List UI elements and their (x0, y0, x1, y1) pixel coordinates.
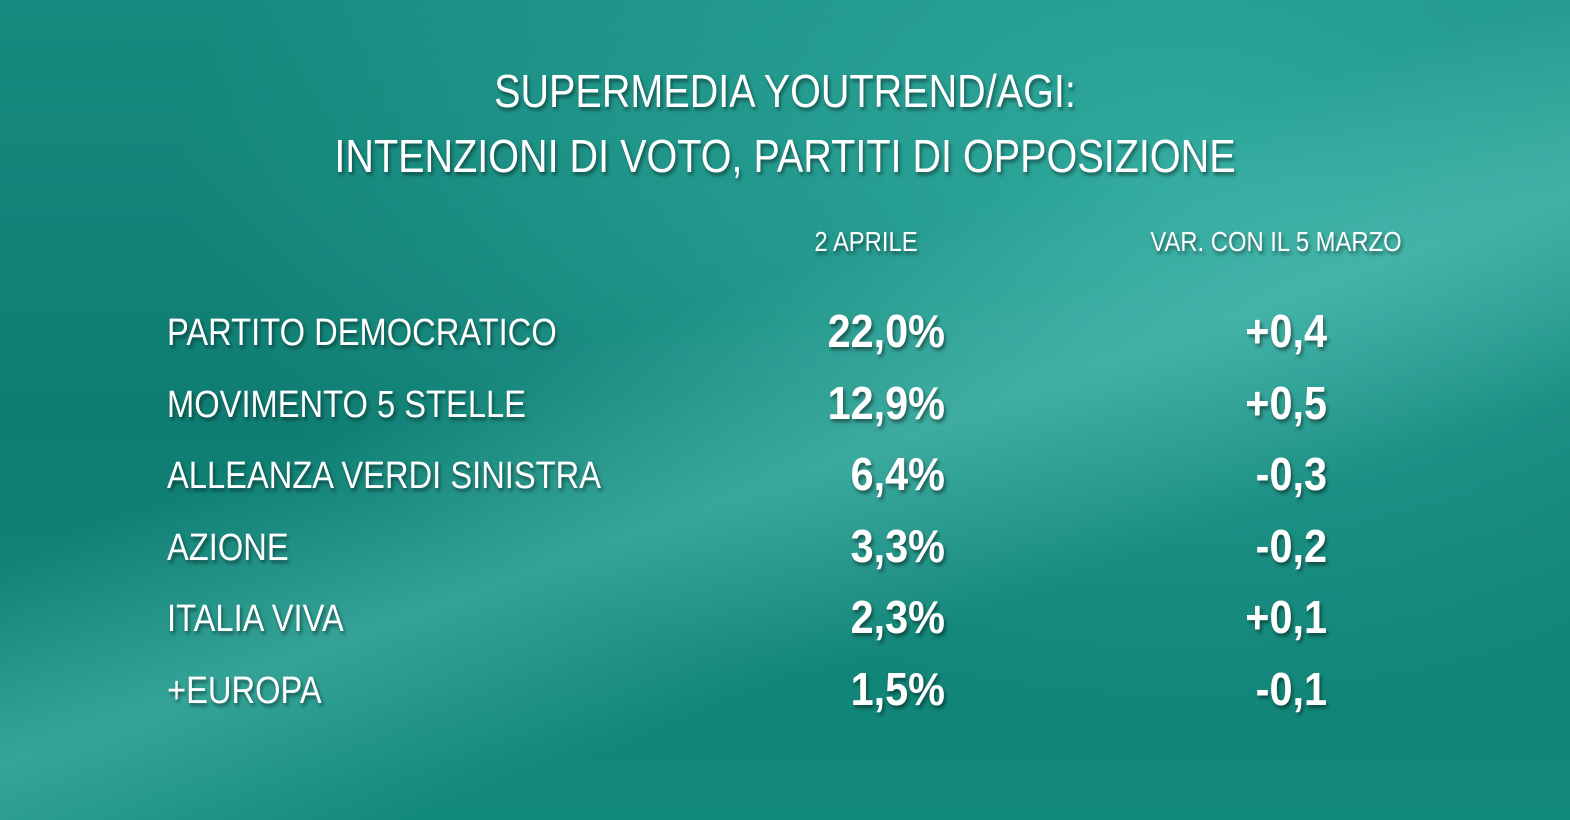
vote-share: 2,3% (850, 591, 945, 644)
title-line: INTENZIONI DI VOTO, PARTITI DI OPPOSIZIO… (334, 130, 1236, 182)
column-header: 2 APRILE (814, 226, 918, 257)
change: +0,5 (1245, 376, 1327, 429)
vote-share: 6,4% (850, 448, 945, 501)
party-name: +EUROPA (167, 670, 322, 712)
party-name: ITALIA VIVA (167, 598, 344, 641)
change: -0,3 (1255, 448, 1327, 501)
column-header: VAR. CON IL 5 MARZO (1150, 226, 1402, 257)
vote-share: 1,5% (850, 663, 945, 715)
vote-share: 3,3% (850, 519, 945, 572)
change: +0,1 (1245, 591, 1327, 644)
vote-share: 12,9% (827, 376, 945, 429)
party-name: AZIONE (167, 526, 289, 569)
title-line: SUPERMEDIA YOUTREND/AGI: (494, 65, 1076, 117)
party-name: ALLEANZA VERDI SINISTRA (167, 455, 602, 498)
vote-share: 22,0% (827, 305, 945, 357)
party-name: PARTITO DEMOCRATICO (167, 312, 557, 354)
party-name: MOVIMENTO 5 STELLE (167, 383, 526, 426)
change: +0,4 (1245, 305, 1327, 357)
change: -0,1 (1255, 663, 1327, 715)
change: -0,2 (1255, 519, 1327, 572)
